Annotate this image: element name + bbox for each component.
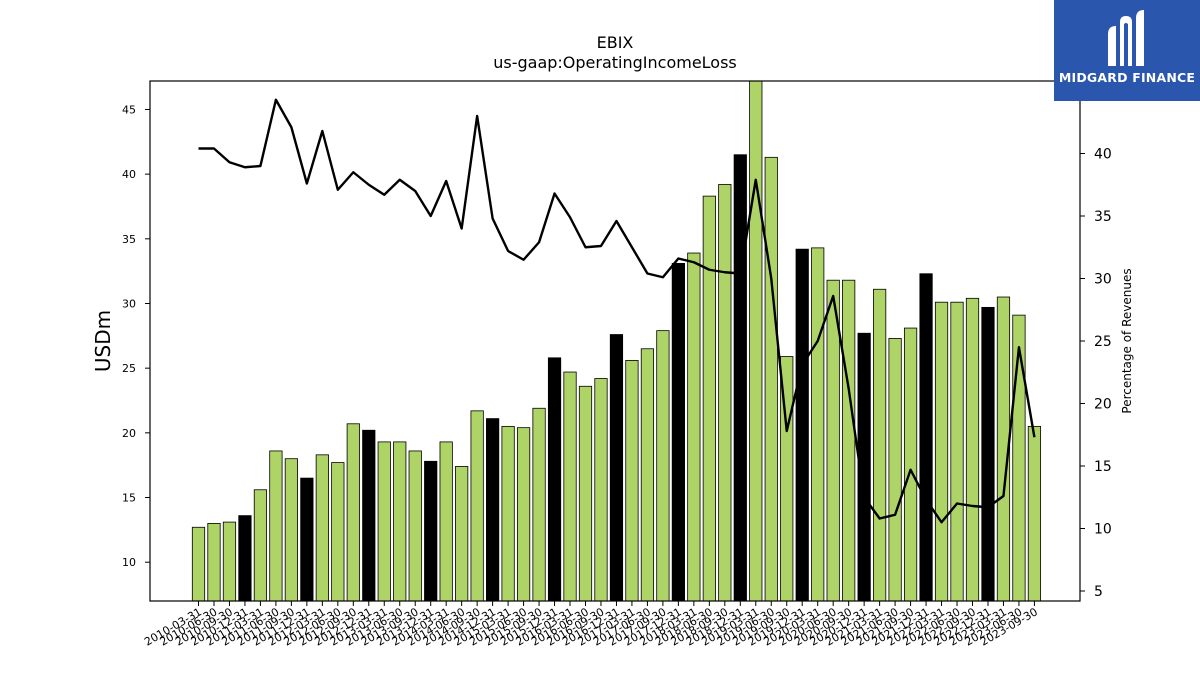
bar-2012-12-31 — [362, 429, 376, 602]
bar-2019-03-31 — [749, 80, 763, 602]
y-tick-label: 30 — [122, 297, 136, 310]
bar-2018-03-31 — [687, 252, 701, 602]
bar-2016-03-31 — [563, 371, 577, 602]
y-tick-label: 20 — [122, 427, 136, 440]
y2-tick-label: 40 — [1094, 147, 1112, 163]
bar-2014-06-30 — [455, 466, 469, 602]
bar-2017-03-31 — [625, 359, 639, 602]
percentage-line — [198, 98, 1036, 524]
bar-2019-12-31 — [795, 248, 809, 602]
bar-2011-12-31 — [300, 477, 314, 602]
y-tick-label: 45 — [122, 103, 136, 116]
bar-2010-03-31 — [191, 526, 206, 602]
bar-2018-09-30 — [718, 184, 732, 602]
bar-2011-06-30 — [269, 450, 283, 602]
bar-2022-06-30 — [950, 301, 964, 602]
bar-2018-06-30 — [702, 195, 716, 602]
right-axis: 5 10 15 20 25 30 35 40 — [1080, 147, 1112, 600]
bar-2013-09-30 — [408, 450, 422, 602]
bar-2021-06-30 — [888, 338, 902, 602]
bars-group — [191, 80, 1042, 602]
bar-2014-03-31 — [439, 441, 453, 602]
bar-2017-06-30 — [640, 348, 655, 602]
bar-2015-03-31 — [501, 425, 515, 602]
y-tick-label: 35 — [122, 233, 136, 246]
bar-2022-09-30 — [965, 297, 980, 602]
bar-2020-03-31 — [811, 247, 825, 602]
line-group — [198, 98, 1036, 524]
y2-axis-label: Percentage of Revenues — [1120, 268, 1134, 413]
bar-2016-06-30 — [578, 385, 593, 602]
left-axis: 10 15 20 25 30 35 40 45 — [122, 103, 150, 569]
bar-2017-12-31 — [671, 262, 685, 602]
bar-2012-03-31 — [315, 454, 329, 602]
bar-2022-12-31 — [981, 306, 995, 602]
brand-logo: MIDGARD FINANCE — [1054, 0, 1200, 101]
logo-text: MIDGARD FINANCE — [1058, 70, 1196, 85]
bar-2013-06-30 — [393, 441, 407, 602]
bar-2010-06-30 — [207, 522, 221, 602]
y-axis-label: USDm — [91, 310, 115, 372]
bar-2010-09-30 — [222, 521, 237, 602]
bar-2021-12-31 — [919, 273, 933, 602]
bar-2015-09-30 — [532, 407, 546, 602]
bar-2021-03-31 — [873, 288, 887, 602]
bar-2015-12-31 — [547, 357, 562, 602]
bar-2021-09-30 — [903, 327, 918, 602]
bar-2011-09-30 — [284, 458, 298, 602]
bar-2020-09-30 — [842, 279, 856, 602]
bar-2012-09-30 — [346, 423, 360, 602]
bar-2014-09-30 — [470, 410, 484, 602]
logo-mark-icon — [1108, 10, 1144, 66]
bar-2023-09-30 — [1027, 425, 1042, 602]
bar-2013-03-31 — [377, 441, 391, 602]
y2-tick-label: 5 — [1094, 584, 1103, 600]
y-tick-label: 15 — [122, 492, 136, 505]
bar-2016-09-30 — [594, 378, 608, 602]
bar-2012-06-30 — [331, 462, 345, 602]
bar-2022-03-31 — [934, 301, 949, 602]
x-axis: 2010-03-312010-06-302010-09-302010-12-31… — [142, 601, 1040, 649]
bar-2019-06-30 — [764, 156, 778, 602]
y2-tick-label: 15 — [1094, 459, 1112, 475]
y2-tick-label: 30 — [1094, 272, 1112, 288]
y2-tick-label: 10 — [1094, 522, 1112, 538]
y2-tick-label: 25 — [1094, 334, 1112, 350]
bar-2011-03-31 — [253, 489, 268, 602]
chart-title: EBIX — [597, 33, 634, 52]
bar-2018-12-31 — [733, 154, 747, 602]
y-tick-label: 40 — [122, 168, 136, 181]
y-tick-label: 10 — [122, 556, 136, 569]
chart-subtitle: us-gaap:OperatingIncomeLoss — [493, 53, 737, 72]
bar-2014-12-31 — [486, 418, 500, 602]
y-tick-label: 25 — [122, 362, 136, 375]
bar-2017-09-30 — [656, 330, 670, 602]
bar-2010-12-31 — [238, 515, 252, 602]
bar-2016-12-31 — [609, 334, 624, 602]
y2-tick-label: 35 — [1094, 209, 1112, 225]
bar-2013-12-31 — [424, 460, 438, 602]
y2-tick-label: 20 — [1094, 397, 1112, 413]
bar-2015-06-30 — [516, 427, 531, 602]
